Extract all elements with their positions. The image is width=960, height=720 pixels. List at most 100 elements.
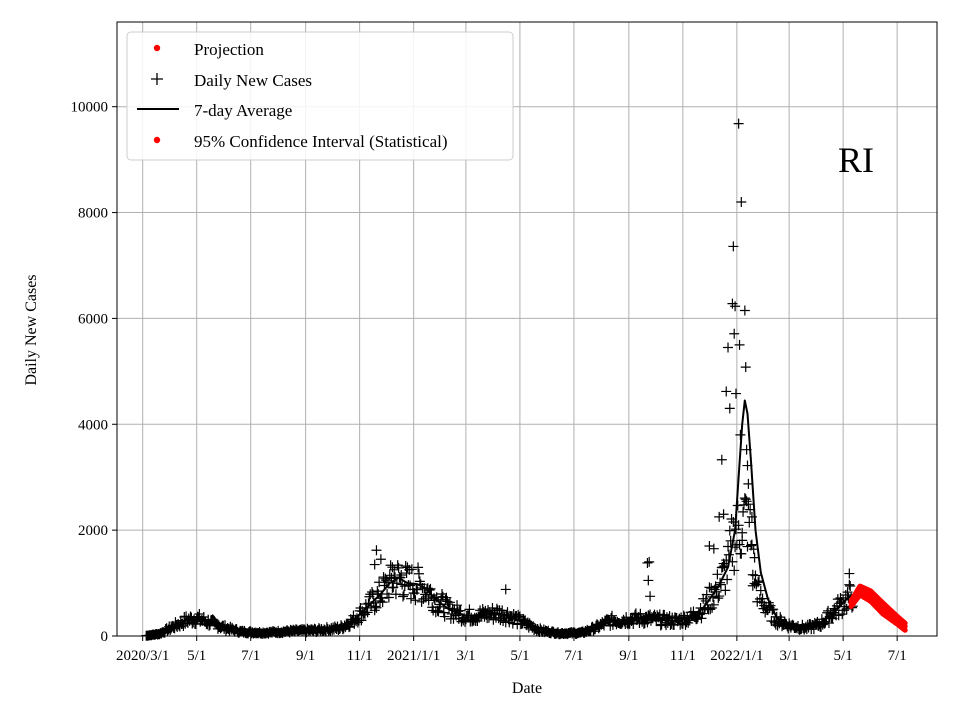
daily-case-point <box>413 562 424 573</box>
x-tick-label: 3/1 <box>456 648 475 664</box>
legend-projection-label: Projection <box>194 40 264 59</box>
x-tick-label: 11/1 <box>347 648 373 664</box>
daily-case-point <box>743 499 754 510</box>
daily-case-point <box>635 608 646 619</box>
daily-case-point <box>708 599 719 610</box>
seven-day-average-line <box>146 399 854 637</box>
region-label: RI <box>838 140 874 180</box>
daily-case-point <box>701 589 712 600</box>
daily-case-point <box>374 577 385 588</box>
daily-case-point <box>718 509 729 520</box>
daily-case-point <box>371 545 382 556</box>
daily-case-point <box>405 593 416 604</box>
daily-case-point <box>442 596 453 607</box>
daily-case-point <box>749 552 760 563</box>
x-tick-label: 11/1 <box>670 648 696 664</box>
y-tick-label: 0 <box>101 629 109 645</box>
daily-case-point <box>406 564 417 575</box>
daily-case-point <box>842 587 853 598</box>
daily-case-point <box>721 386 732 397</box>
x-tick-label: 5/1 <box>510 648 529 664</box>
daily-case-point <box>642 557 653 568</box>
daily-case-point <box>413 568 424 579</box>
daily-case-point <box>757 593 768 604</box>
x-axis-label: Date <box>512 680 542 697</box>
daily-case-point <box>643 575 654 586</box>
x-tick-label: 5/1 <box>187 648 206 664</box>
y-tick-label: 2000 <box>78 523 108 539</box>
daily-case-point <box>434 601 445 612</box>
daily-case-point <box>443 599 454 610</box>
daily-case-point <box>190 619 201 630</box>
legend-ci-marker <box>153 136 161 144</box>
daily-case-point <box>730 388 741 399</box>
daily-case-point <box>753 577 764 588</box>
y-tick-label: 10000 <box>71 100 109 116</box>
legend-box <box>126 31 514 161</box>
daily-case-point <box>713 593 724 604</box>
daily-case-point <box>728 517 739 528</box>
daily-case-point <box>644 556 655 567</box>
x-tick-label: 7/1 <box>241 648 260 664</box>
legend-projection-marker <box>153 44 161 52</box>
daily-case-point <box>367 587 378 598</box>
x-tick-label: 7/1 <box>888 648 907 664</box>
daily-case-point <box>433 606 444 617</box>
daily-case-point <box>755 585 766 596</box>
y-tick-label: 6000 <box>78 311 108 327</box>
daily-case-point <box>645 591 656 602</box>
daily-case-point <box>841 603 852 614</box>
daily-case-point <box>729 328 740 339</box>
daily-case-point <box>724 525 735 536</box>
daily-case-point <box>359 609 370 620</box>
daily-case-point <box>383 592 394 603</box>
daily-case-point <box>740 494 751 505</box>
daily-case-point <box>740 362 751 373</box>
x-tick-label: 7/1 <box>564 648 583 664</box>
plot-frame <box>116 21 938 637</box>
y-tick-label: 4000 <box>78 417 108 433</box>
daily-case-point <box>747 569 758 580</box>
daily-case-point <box>730 301 741 312</box>
x-tick-label: 3/1 <box>780 648 799 664</box>
daily-case-point <box>723 342 734 353</box>
daily-case-point <box>439 611 450 622</box>
daily-case-point <box>402 562 413 573</box>
daily-case-point <box>744 517 755 528</box>
daily-case-point <box>356 615 367 626</box>
daily-case-point <box>704 541 715 552</box>
daily-case-point <box>737 527 748 538</box>
daily-case-point <box>738 506 749 517</box>
daily-case-point <box>484 607 495 618</box>
legend-daily-marker <box>151 73 163 85</box>
daily-case-point <box>727 298 738 309</box>
daily-case-point <box>479 611 490 622</box>
x-axis-ticks: 2020/3/1 5/1 7/1 9/1 11/1 2021/1/1 3/1 5/1 7/1 9/… <box>116 636 907 664</box>
x-tick-label: 2020/3/1 <box>116 648 169 664</box>
daily-case-point <box>464 604 475 615</box>
daily-case-point <box>729 565 740 576</box>
daily-case-point <box>452 600 463 611</box>
daily-case-point <box>746 539 757 550</box>
daily-case-point <box>739 305 750 316</box>
daily-case-point <box>683 617 694 628</box>
daily-case-point <box>696 613 707 624</box>
daily-case-point <box>720 585 731 596</box>
daily-case-point <box>362 607 373 618</box>
daily-case-point <box>712 569 723 580</box>
y-tick-label: 8000 <box>78 206 108 222</box>
daily-case-point <box>714 511 725 522</box>
x-tick-label: 5/1 <box>834 648 853 664</box>
daily-case-point <box>371 602 382 613</box>
daily-case-point <box>750 570 761 581</box>
y-axis-ticks: 0 2000 4000 6000 8000 10000 <box>71 100 117 645</box>
daily-case-point <box>412 584 423 595</box>
daily-case-point <box>444 597 455 608</box>
daily-case-point <box>377 597 388 608</box>
daily-case-point <box>369 559 380 570</box>
x-tick-label: 9/1 <box>619 648 638 664</box>
ci-lower-point <box>902 627 908 633</box>
daily-case-point <box>716 454 727 465</box>
daily-case-point <box>487 603 498 614</box>
